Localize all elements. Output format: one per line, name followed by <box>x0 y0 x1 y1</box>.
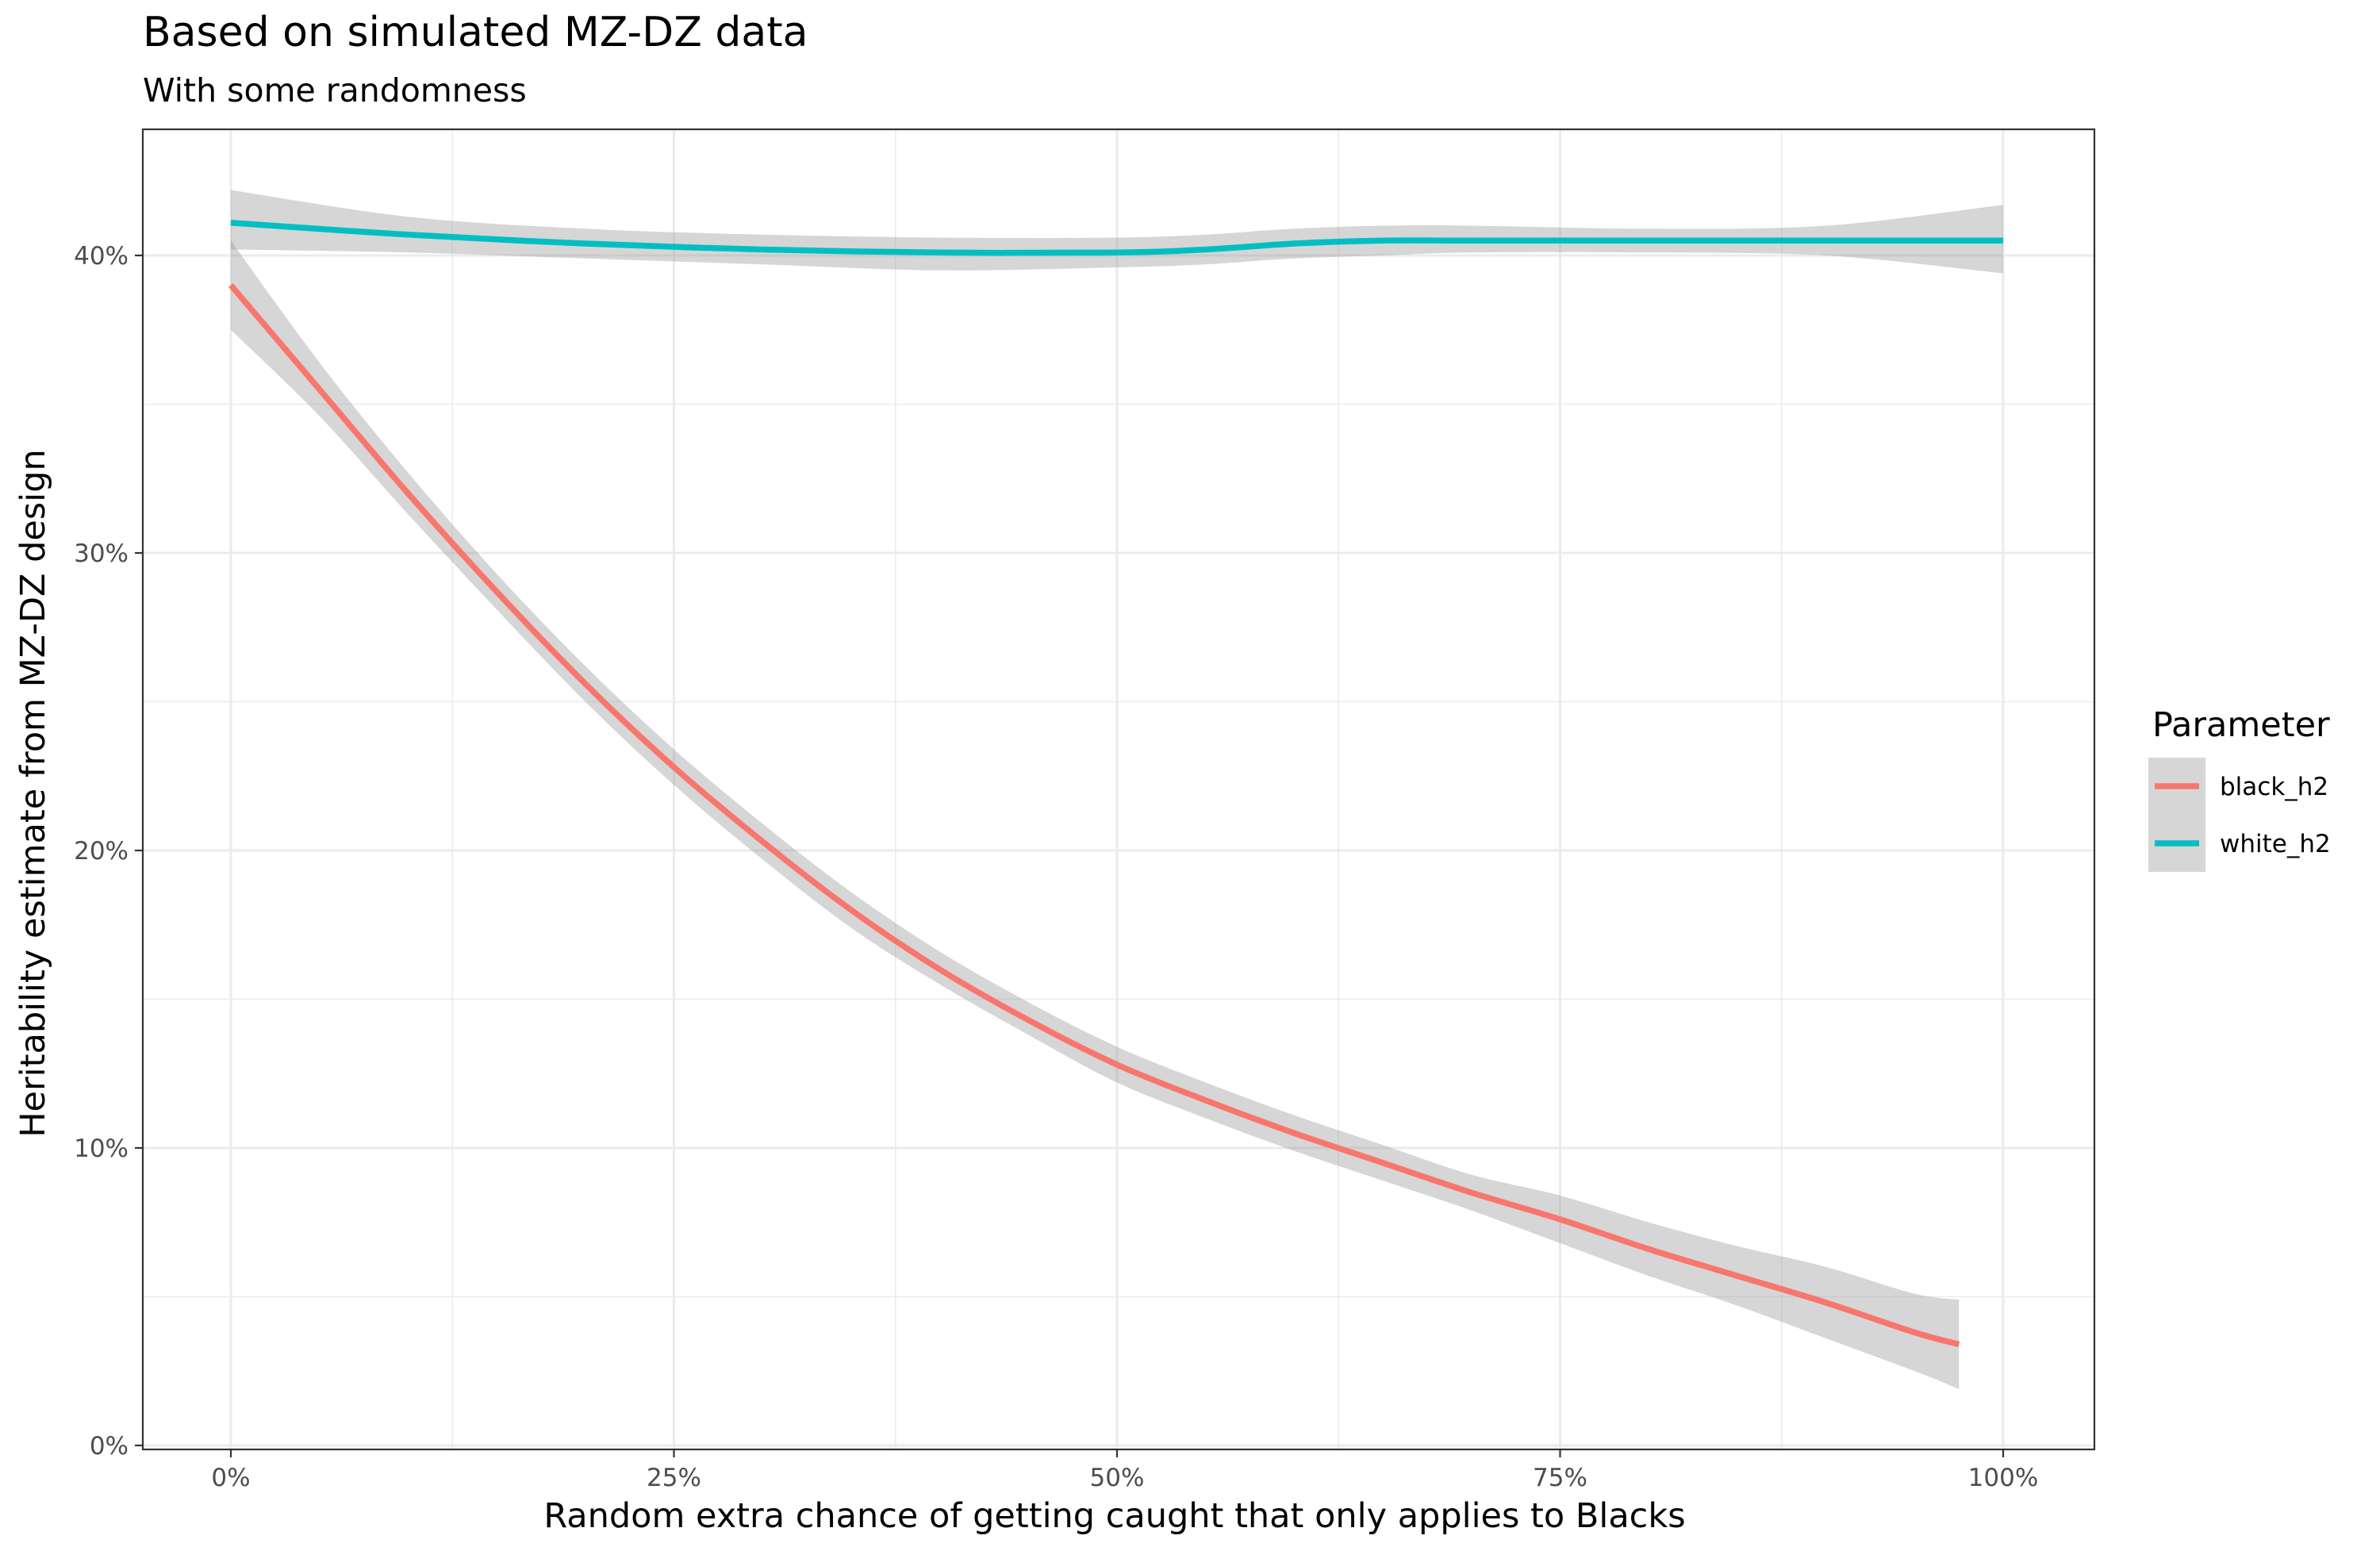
y-tick-label: 0% <box>90 1432 129 1461</box>
y-tick-label: 20% <box>74 837 129 866</box>
y-axis-title: Heritability estimate from MZ-DZ design <box>13 449 53 1138</box>
series-lines <box>228 220 2003 1348</box>
black_h2-line <box>228 283 1960 1348</box>
legend-title: Parameter <box>2152 705 2330 745</box>
x-tick-label: 75% <box>1533 1464 1587 1492</box>
legend-label-white_h2: white_h2 <box>2220 830 2331 858</box>
y-axis: 0% 10% 20% 30% 40% <box>74 242 143 1461</box>
y-tick-label: 30% <box>74 539 129 568</box>
x-axis: 0% 25% 50% 75% 100% <box>211 1449 2038 1492</box>
panel-background <box>143 129 2094 1449</box>
x-tick-label: 25% <box>647 1464 701 1492</box>
white_h2-line <box>230 220 2003 256</box>
plot-panel <box>143 129 2094 1449</box>
white_h2-ribbon <box>231 190 2003 274</box>
legend-label-black_h2: black_h2 <box>2220 773 2328 801</box>
x-tick-label: 50% <box>1090 1464 1145 1492</box>
chart-title: Based on simulated MZ-DZ data <box>143 9 808 56</box>
minor-gridlines <box>143 129 2094 1449</box>
x-axis-title: Random extra chance of getting caught th… <box>543 1496 1685 1536</box>
y-tick-label: 40% <box>74 242 129 271</box>
x-tick-label: 100% <box>1968 1464 2039 1492</box>
black_h2-ribbon <box>231 240 1960 1389</box>
chart-subtitle: With some randomness <box>143 71 527 109</box>
y-tick-label: 10% <box>74 1134 129 1163</box>
legend: Parameter black_h2 white_h2 <box>2148 705 2331 872</box>
panel-border <box>141 128 2096 1451</box>
confidence-ribbons <box>231 190 2003 1389</box>
panel-border-rect <box>141 128 2096 1451</box>
x-tick-label: 0% <box>211 1464 250 1492</box>
